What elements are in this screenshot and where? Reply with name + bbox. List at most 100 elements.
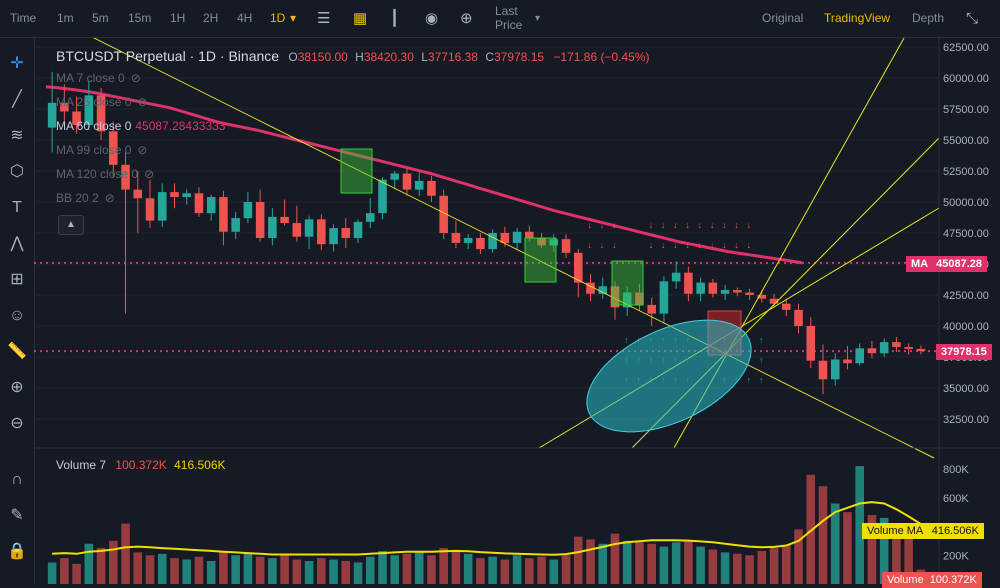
- eye-hidden-icon[interactable]: ⊘: [137, 95, 148, 109]
- interval-1d[interactable]: 1D: [270, 11, 286, 25]
- indicator-settings-icon[interactable]: ☰: [317, 10, 331, 27]
- candle-body: [255, 202, 265, 238]
- volume-ma-value: 416.506K: [174, 458, 226, 472]
- candle-body: [353, 221, 363, 238]
- interval-1h[interactable]: 1H: [170, 11, 186, 25]
- buy-arrow: ↑: [734, 335, 739, 345]
- lock-draw-icon[interactable]: ✎: [10, 507, 24, 524]
- candle-type-icon[interactable]: ┃: [390, 10, 400, 27]
- last-price-selector[interactable]: Last Price: [495, 4, 522, 32]
- candle-body: [182, 193, 191, 198]
- drawings-group: ↑ ↑ ↑ ↑ ↑ ↑ ↑ ↑ ↑ ↑ ↑ ↑ ↑ ↑ ↑ ↑ ↑ ↑ ↑ ↑ ↑ ↑ ↑ ↑ ↑ ↑ ↑ ↑ ↑ ↑ ↓ ↓ ↓ ↓ ↓ ↓ ↓ ↓ ↓ ↓…: [92, 38, 940, 459]
- volume-bar: [304, 561, 314, 584]
- view-tradingview[interactable]: TradingView: [824, 11, 891, 25]
- low-value: 37716.38: [427, 50, 478, 64]
- indicator-ma25[interactable]: MA 25 close 0 ⊘: [56, 95, 147, 109]
- volume-bar: [855, 466, 864, 584]
- indicator-ma60[interactable]: MA 60 close 0 45087.28433333: [56, 119, 225, 133]
- volume-tick-label: 800K: [943, 464, 969, 476]
- measure-icon[interactable]: ⊞: [10, 271, 24, 288]
- ma-price-tag: MA 45087.28: [906, 256, 987, 272]
- last-price-dropdown-icon[interactable]: ▾: [535, 13, 541, 24]
- trendline-icon[interactable]: ╱: [12, 91, 22, 108]
- collapse-legend-button[interactable]: ▲: [58, 215, 84, 235]
- zoom-out-icon[interactable]: ⊖: [10, 415, 24, 432]
- camera-icon[interactable]: ◉: [425, 10, 439, 27]
- change-value: −171.86 (−0.45%): [553, 50, 650, 64]
- indicator-ma7[interactable]: MA 7 close 0 ⊘: [56, 71, 141, 85]
- buy-arrow: ↑: [747, 335, 752, 345]
- volume-legend: Volume 7 100.372K 416.506K: [56, 458, 226, 472]
- volume-bar: [365, 556, 375, 584]
- lock-icon[interactable]: 🔒: [7, 543, 27, 560]
- candle-body: [378, 179, 387, 214]
- candle-body: [84, 95, 94, 126]
- volume-bar: [47, 562, 57, 584]
- eye-hidden-icon[interactable]: ⊘: [137, 143, 148, 157]
- candles-group: [47, 71, 926, 395]
- buy-arrow: ↑: [649, 375, 654, 385]
- volume-bar: [843, 512, 852, 584]
- interval-15m[interactable]: 15m: [128, 11, 152, 25]
- candle-body: [451, 233, 461, 243]
- interval-4h[interactable]: 4H: [237, 11, 253, 25]
- ruler-icon[interactable]: 📏: [7, 343, 27, 360]
- buy-arrow: ↑: [624, 375, 629, 385]
- buy-arrow: ↑: [649, 355, 654, 365]
- interval-1m[interactable]: 1m: [57, 11, 74, 25]
- indicator-bb[interactable]: BB 20 2 ⊘: [56, 191, 115, 205]
- text-icon[interactable]: T: [12, 199, 22, 216]
- volume-bar: [867, 515, 877, 584]
- buy-arrow: ↑: [734, 375, 739, 385]
- sell-arrow: ↓: [710, 220, 715, 230]
- candle-body: [904, 347, 913, 349]
- buy-arrow: ↑: [747, 375, 752, 385]
- volume-bar: [133, 552, 143, 584]
- candle-body: [867, 348, 877, 354]
- interval-2h[interactable]: 2H: [203, 11, 219, 25]
- view-depth[interactable]: Depth: [912, 11, 945, 25]
- buy-arrow: ↑: [685, 355, 690, 365]
- candle-body: [830, 359, 840, 380]
- pattern-icon[interactable]: ⋀: [10, 235, 24, 252]
- ma60-value: 45087.28433333: [135, 119, 226, 133]
- shape-icon[interactable]: ⬡: [10, 163, 24, 180]
- interval-5m[interactable]: 5m: [92, 11, 109, 25]
- sell-arrow: ↓: [698, 220, 703, 230]
- fullscreen-icon[interactable]: ⤡: [966, 10, 979, 27]
- candle-body: [769, 298, 779, 304]
- template-icon[interactable]: ▦: [353, 10, 368, 27]
- fib-icon[interactable]: ≋: [10, 127, 24, 144]
- add-indicator-icon[interactable]: ⊕: [460, 10, 473, 27]
- indicator-ma99[interactable]: MA 99 close 0 ⊘: [56, 143, 147, 157]
- candle-body: [573, 252, 583, 283]
- candle-body: [916, 348, 926, 352]
- candle-body: [818, 360, 828, 380]
- interval-time[interactable]: Time: [10, 11, 37, 25]
- emoji-icon[interactable]: ☺: [8, 307, 26, 324]
- eye-hidden-icon[interactable]: ⊘: [130, 71, 141, 85]
- magnet-icon[interactable]: ∩: [11, 471, 23, 488]
- eye-hidden-icon[interactable]: ⊘: [104, 191, 115, 205]
- volume-bar: [96, 548, 106, 584]
- view-original[interactable]: Original: [762, 11, 804, 25]
- candle-body: [879, 342, 889, 354]
- sell-arrow: ↓: [673, 240, 678, 250]
- price-chart[interactable]: ↑ ↑ ↑ ↑ ↑ ↑ ↑ ↑ ↑ ↑ ↑ ↑ ↑ ↑ ↑ ↑ ↑ ↑ ↑ ↑ ↑ ↑ ↑ ↑ ↑ ↑ ↑ ↑ ↑ ↑ ↓ ↓ ↓ ↓ ↓ ↓ ↓ ↓ ↓ ↓…: [34, 38, 1000, 584]
- drawing-toolbar: ✛ ╱ ≋ ⬡ T ⋀ ⊞ ☺ 📏 ⊕ ⊖ ∩ ✎ 🔒: [0, 38, 35, 584]
- sell-arrow: ↓: [649, 240, 654, 250]
- candle-body: [96, 95, 106, 132]
- indicator-label: MA 25 close 0: [56, 95, 132, 109]
- sell-arrow: ↓: [673, 220, 678, 230]
- buy-arrow: ↑: [636, 355, 641, 365]
- zoom-in-icon[interactable]: ⊕: [10, 379, 24, 396]
- candle-body: [109, 131, 118, 165]
- price-tick-label: 35000.00: [943, 383, 989, 395]
- buy-arrow: ↑: [722, 375, 727, 385]
- eye-hidden-icon[interactable]: ⊘: [144, 167, 155, 181]
- candle-body: [525, 231, 534, 238]
- interval-dropdown-icon[interactable]: ▾: [290, 11, 297, 25]
- indicator-ma120[interactable]: MA 120 close 0 ⊘: [56, 167, 154, 181]
- crosshair-icon[interactable]: ✛: [10, 55, 24, 72]
- indicator-label: MA 60 close 0: [56, 119, 132, 133]
